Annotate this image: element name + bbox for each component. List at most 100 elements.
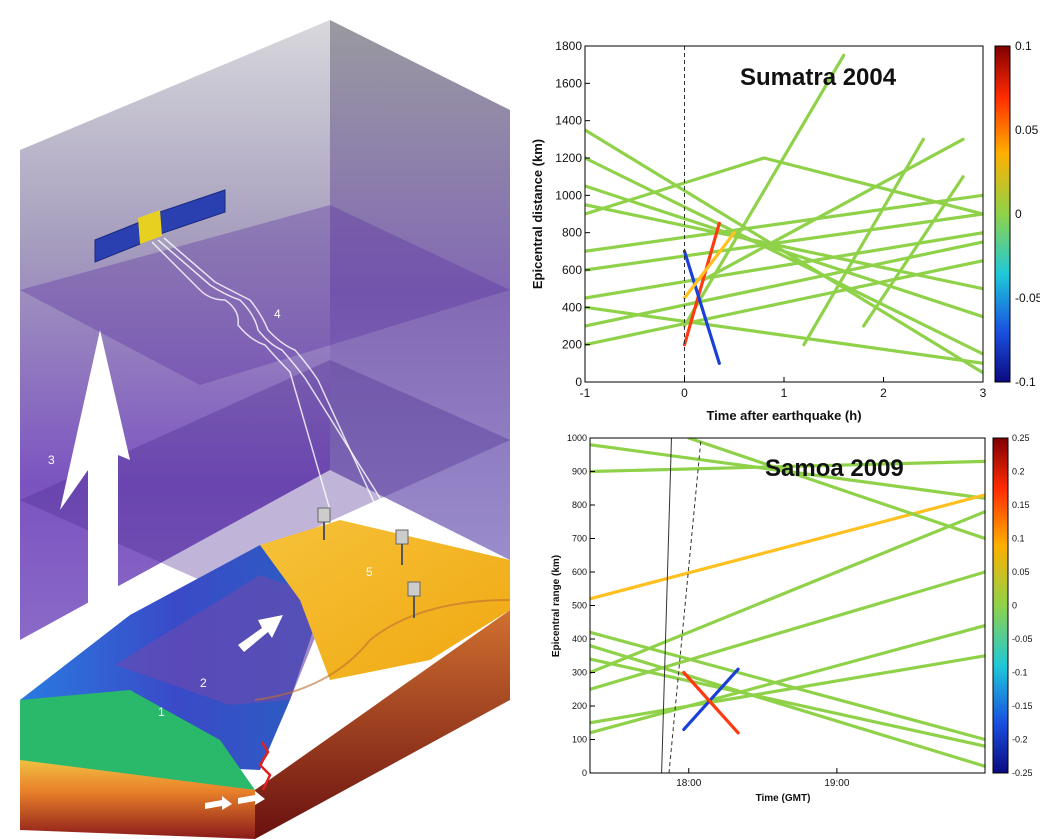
gps-receiver-icon: [317, 507, 421, 618]
colorbar-tick-label: 0.05: [1015, 123, 1039, 137]
series-line: [802, 137, 925, 347]
colorbar-tick-label: -0.15: [1012, 701, 1033, 711]
x-tick-label: 18:00: [676, 778, 701, 789]
colorbar-tick-label: 0.1: [1012, 534, 1025, 544]
sky-right-face: [330, 20, 510, 560]
series-line: [585, 156, 983, 356]
chart-title: Sumatra 2004: [740, 64, 897, 91]
colorbar-tick-label: 0: [1015, 207, 1022, 221]
series-line: [585, 212, 983, 272]
colorbar-tick-label: 0.05: [1012, 567, 1030, 577]
series-line: [585, 305, 983, 365]
x-tick-label: -1: [580, 386, 591, 400]
ionosphere-layer-lower: [20, 360, 510, 580]
series-line: [590, 624, 985, 735]
series-line: [682, 249, 721, 365]
y-tick-label: 400: [562, 300, 582, 314]
x-tick-label: 3: [980, 386, 987, 400]
colorbar-tick-label: 0: [1012, 601, 1017, 611]
colorbar-tick-label: -0.2: [1012, 735, 1028, 745]
label-5: 5: [366, 565, 373, 579]
y-tick-label: 0: [575, 375, 582, 389]
series-line: [682, 231, 736, 300]
series-line: [702, 137, 965, 281]
label-4: 4: [274, 307, 281, 321]
chart-samoa-2009: 18:00 19:00 0 100 200 300 400 500 600 700 800 900 10…: [551, 433, 1033, 804]
y-tick-label: 1600: [555, 76, 582, 90]
colorbar-tick-label: 0.15: [1012, 500, 1030, 510]
series-line: [585, 203, 983, 291]
series-line: [687, 438, 985, 541]
series-line: [590, 630, 985, 742]
series-line: [590, 493, 985, 601]
y-tick-label: 1800: [555, 39, 582, 53]
y-axis-label: Epicentral distance (km): [530, 139, 545, 289]
series-line: [590, 657, 985, 748]
series-line: [585, 156, 983, 216]
y-axis-label: Epicentral range (km): [551, 555, 562, 657]
colorbar-tick-label: 0.1: [1015, 39, 1032, 53]
colorbar-tick-label: -0.1: [1012, 668, 1028, 678]
tsunami-ionosphere-illustration: 1 2 3 4 5: [20, 20, 511, 839]
wave-front: [115, 575, 330, 705]
series-line: [585, 193, 983, 253]
y-tick-label: 1000: [567, 433, 587, 443]
y-tick-label: 200: [562, 338, 582, 352]
y-tick-label: 600: [562, 263, 582, 277]
chart-title: Samoa 2009: [765, 455, 904, 482]
slip-arrow-icon: [205, 796, 232, 810]
continental-shelf: [20, 690, 255, 790]
series-line: [682, 667, 740, 731]
x-tick-label: 0: [681, 386, 688, 400]
series-line: [682, 670, 740, 735]
crust-right-face: [255, 610, 510, 839]
colorbar-tick-label: -0.25: [1012, 768, 1033, 778]
x-axis-label: Time after earthquake (h): [706, 408, 861, 423]
series-line: [590, 644, 985, 768]
y-tick-label: 100: [572, 735, 587, 745]
x-tick-label: 19:00: [824, 778, 849, 789]
x-tick-label: 2: [880, 386, 887, 400]
y-tick-label: 800: [572, 500, 587, 510]
colorbar-tick-label: -0.05: [1012, 634, 1033, 644]
series-line: [585, 259, 983, 347]
label-1: 1: [158, 705, 165, 719]
colorbar-tick-label: -0.1: [1015, 375, 1036, 389]
y-tick-label: 1000: [555, 188, 582, 202]
x-axis-label: Time (GMT): [756, 793, 811, 804]
ionosphere-layer-upper: [20, 205, 510, 385]
slip-arrow-icon: [238, 791, 265, 805]
y-tick-label: 500: [572, 601, 587, 611]
colorbar-tick-label: 0.25: [1012, 433, 1030, 443]
series-line: [682, 221, 721, 347]
series-line: [590, 654, 985, 725]
label-3: 3: [48, 453, 55, 467]
chart-sumatra-2004: -1 0 1 2 3020040060080010001200140016001800 …: [530, 39, 1040, 423]
y-tick-label: 1400: [555, 114, 582, 128]
y-tick-label: 300: [572, 668, 587, 678]
y-tick-label: 700: [572, 534, 587, 544]
y-tick-label: 900: [572, 467, 587, 477]
reference-line: [661, 438, 672, 773]
rupture-icon: [258, 741, 272, 791]
colorbar: [992, 437, 1009, 774]
y-tick-label: 400: [572, 634, 587, 644]
series-line: [682, 53, 846, 328]
upward-arrow-icon: [60, 330, 130, 615]
series-line: [590, 510, 985, 675]
signal-ray-paths: [151, 237, 413, 586]
label-2: 2: [200, 676, 207, 690]
land-surface: [260, 520, 510, 680]
y-tick-label: 800: [562, 226, 582, 240]
x-tick-label: 1: [781, 386, 788, 400]
series-line: [590, 570, 985, 691]
reference-line: [668, 438, 702, 773]
series-line: [585, 240, 983, 328]
wave-arrow-icon: [238, 615, 283, 652]
colorbar: [994, 45, 1011, 383]
y-tick-label: 600: [572, 567, 587, 577]
satellite-icon: [94, 189, 226, 263]
y-tick-label: 200: [572, 701, 587, 711]
y-tick-label: 1200: [555, 151, 582, 165]
y-tick-label: 0: [582, 768, 587, 778]
